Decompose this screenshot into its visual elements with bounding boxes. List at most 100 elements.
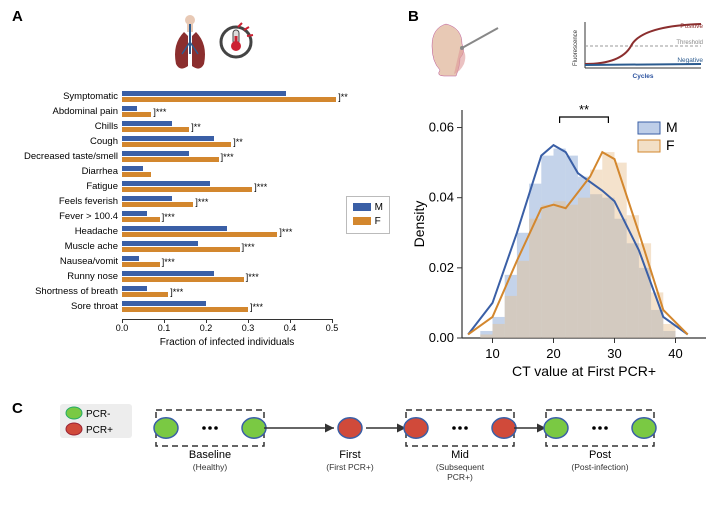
y-tick: 0.00	[429, 330, 454, 345]
timeline-node	[154, 418, 178, 438]
bar-f	[122, 157, 219, 162]
panel-b-ylabel: Density	[411, 201, 427, 248]
inset-pos-label: Positive	[680, 23, 703, 30]
hist-bar	[566, 205, 578, 338]
bar-f	[122, 142, 231, 147]
panel-a-category-label: Headache	[14, 225, 118, 239]
x-tick: 40	[668, 346, 682, 361]
stage-sub: (Healthy)	[193, 462, 228, 472]
bar-f	[122, 247, 240, 252]
bar-f	[122, 307, 248, 312]
legend-swatch-m	[638, 122, 660, 134]
swab-fluorescence-icon: Positive Threshold Negative Cycles Fluor…	[416, 14, 716, 84]
bar-m	[122, 196, 172, 201]
x-tick: 20	[546, 346, 560, 361]
hist-bar	[554, 201, 566, 338]
bar-f	[122, 97, 336, 102]
bar-f	[122, 127, 189, 132]
sig-marker: ]***	[162, 210, 175, 224]
inset-x-label: Cycles	[633, 73, 654, 80]
sig-marker: ]**	[338, 90, 348, 104]
bar-m	[122, 181, 210, 186]
hist-bar	[505, 296, 517, 338]
panel-a-category-label: Runny nose	[14, 270, 118, 284]
bar-m	[122, 151, 189, 156]
sig-marker: ]**	[191, 120, 201, 134]
panel-a-category-label: Decreased taste/smell	[14, 150, 118, 164]
bar-m	[122, 211, 147, 216]
panel-b: Positive Threshold Negative Cycles Fluor…	[408, 8, 718, 388]
bar-m	[122, 256, 139, 261]
ellipsis-dot	[202, 426, 206, 430]
bar-m	[122, 301, 206, 306]
panel-a-barchart: Symptomatic]**Abdominal pain]***Chills]*…	[12, 86, 396, 382]
panel-a: Symptomatic]**Abdominal pain]***Chills]*…	[12, 8, 396, 388]
ellipsis-dot	[604, 426, 608, 430]
ellipsis-dot	[458, 426, 462, 430]
hist-bar	[517, 261, 529, 338]
panel-a-xlabel: Fraction of infected individuals	[122, 337, 332, 348]
bar-m	[122, 121, 172, 126]
legend-pos-icon	[66, 423, 82, 435]
bar-f	[122, 277, 244, 282]
panel-a-category-label: Nausea/vomit	[14, 255, 118, 269]
panel-b-xlabel: CT value at First PCR+	[512, 363, 656, 379]
hist-bar	[602, 152, 614, 338]
hist-bar	[627, 215, 639, 338]
y-tick: 0.02	[429, 260, 454, 275]
sig-marker: ]***	[153, 105, 166, 119]
bar-m	[122, 166, 143, 171]
legend-swatch-f	[638, 140, 660, 152]
stage-name: Post	[589, 449, 611, 461]
panel-a-category-label: Feels feverish	[14, 195, 118, 209]
ellipsis-dot	[208, 426, 212, 430]
bar-f	[122, 292, 168, 297]
legend-f: F	[666, 137, 675, 153]
bar-m	[122, 91, 286, 96]
bar-m	[122, 106, 137, 111]
stage-sub: PCR+)	[447, 472, 473, 482]
legend-f: F	[375, 216, 381, 227]
bar-f	[122, 232, 277, 237]
timeline-node	[492, 418, 516, 438]
hist-bar	[578, 198, 590, 338]
bar-m	[122, 136, 214, 141]
x-tick: 30	[607, 346, 621, 361]
ellipsis-dot	[598, 426, 602, 430]
x-tick: 10	[485, 346, 499, 361]
bar-f	[122, 202, 193, 207]
inset-thresh-label: Threshold	[676, 40, 703, 46]
y-tick: 0.06	[429, 120, 454, 135]
panel-a-category-label: Abdominal pain	[14, 105, 118, 119]
bar-m	[122, 271, 214, 276]
inset-neg-label: Negative	[677, 57, 703, 64]
stage-sub: (Subsequent	[436, 462, 485, 472]
bar-f	[122, 172, 151, 177]
ellipsis-dot	[214, 426, 218, 430]
sig-marker: ]***	[254, 180, 267, 194]
sig-marker: ]***	[250, 300, 263, 314]
sig-marker: ]***	[246, 270, 259, 284]
hist-bar	[493, 324, 505, 338]
bar-f	[122, 217, 160, 222]
hist-bar	[541, 205, 553, 338]
timeline-node	[338, 418, 362, 438]
sig-marker: ]***	[279, 225, 292, 239]
bar-m	[122, 241, 198, 246]
legend-m: M	[666, 119, 678, 135]
stage-sub: (Post-infection)	[571, 462, 628, 472]
hist-bar	[480, 334, 492, 338]
stage-name: Mid	[451, 449, 469, 461]
legend-m: M	[375, 202, 383, 213]
hist-bar	[590, 170, 602, 338]
timeline-node	[632, 418, 656, 438]
panel-c-timeline: PCR-PCR+Baseline(Healthy)First(First PCR…	[60, 400, 700, 500]
panel-a-category-label: Cough	[14, 135, 118, 149]
panel-a-category-label: Muscle ache	[14, 240, 118, 254]
sig-marker: ]***	[221, 150, 234, 164]
sig-bracket	[560, 117, 609, 123]
stage-name: First	[339, 449, 360, 461]
sig-marker: ]***	[170, 285, 183, 299]
timeline-node	[404, 418, 428, 438]
sig-marker: ]***	[162, 255, 175, 269]
